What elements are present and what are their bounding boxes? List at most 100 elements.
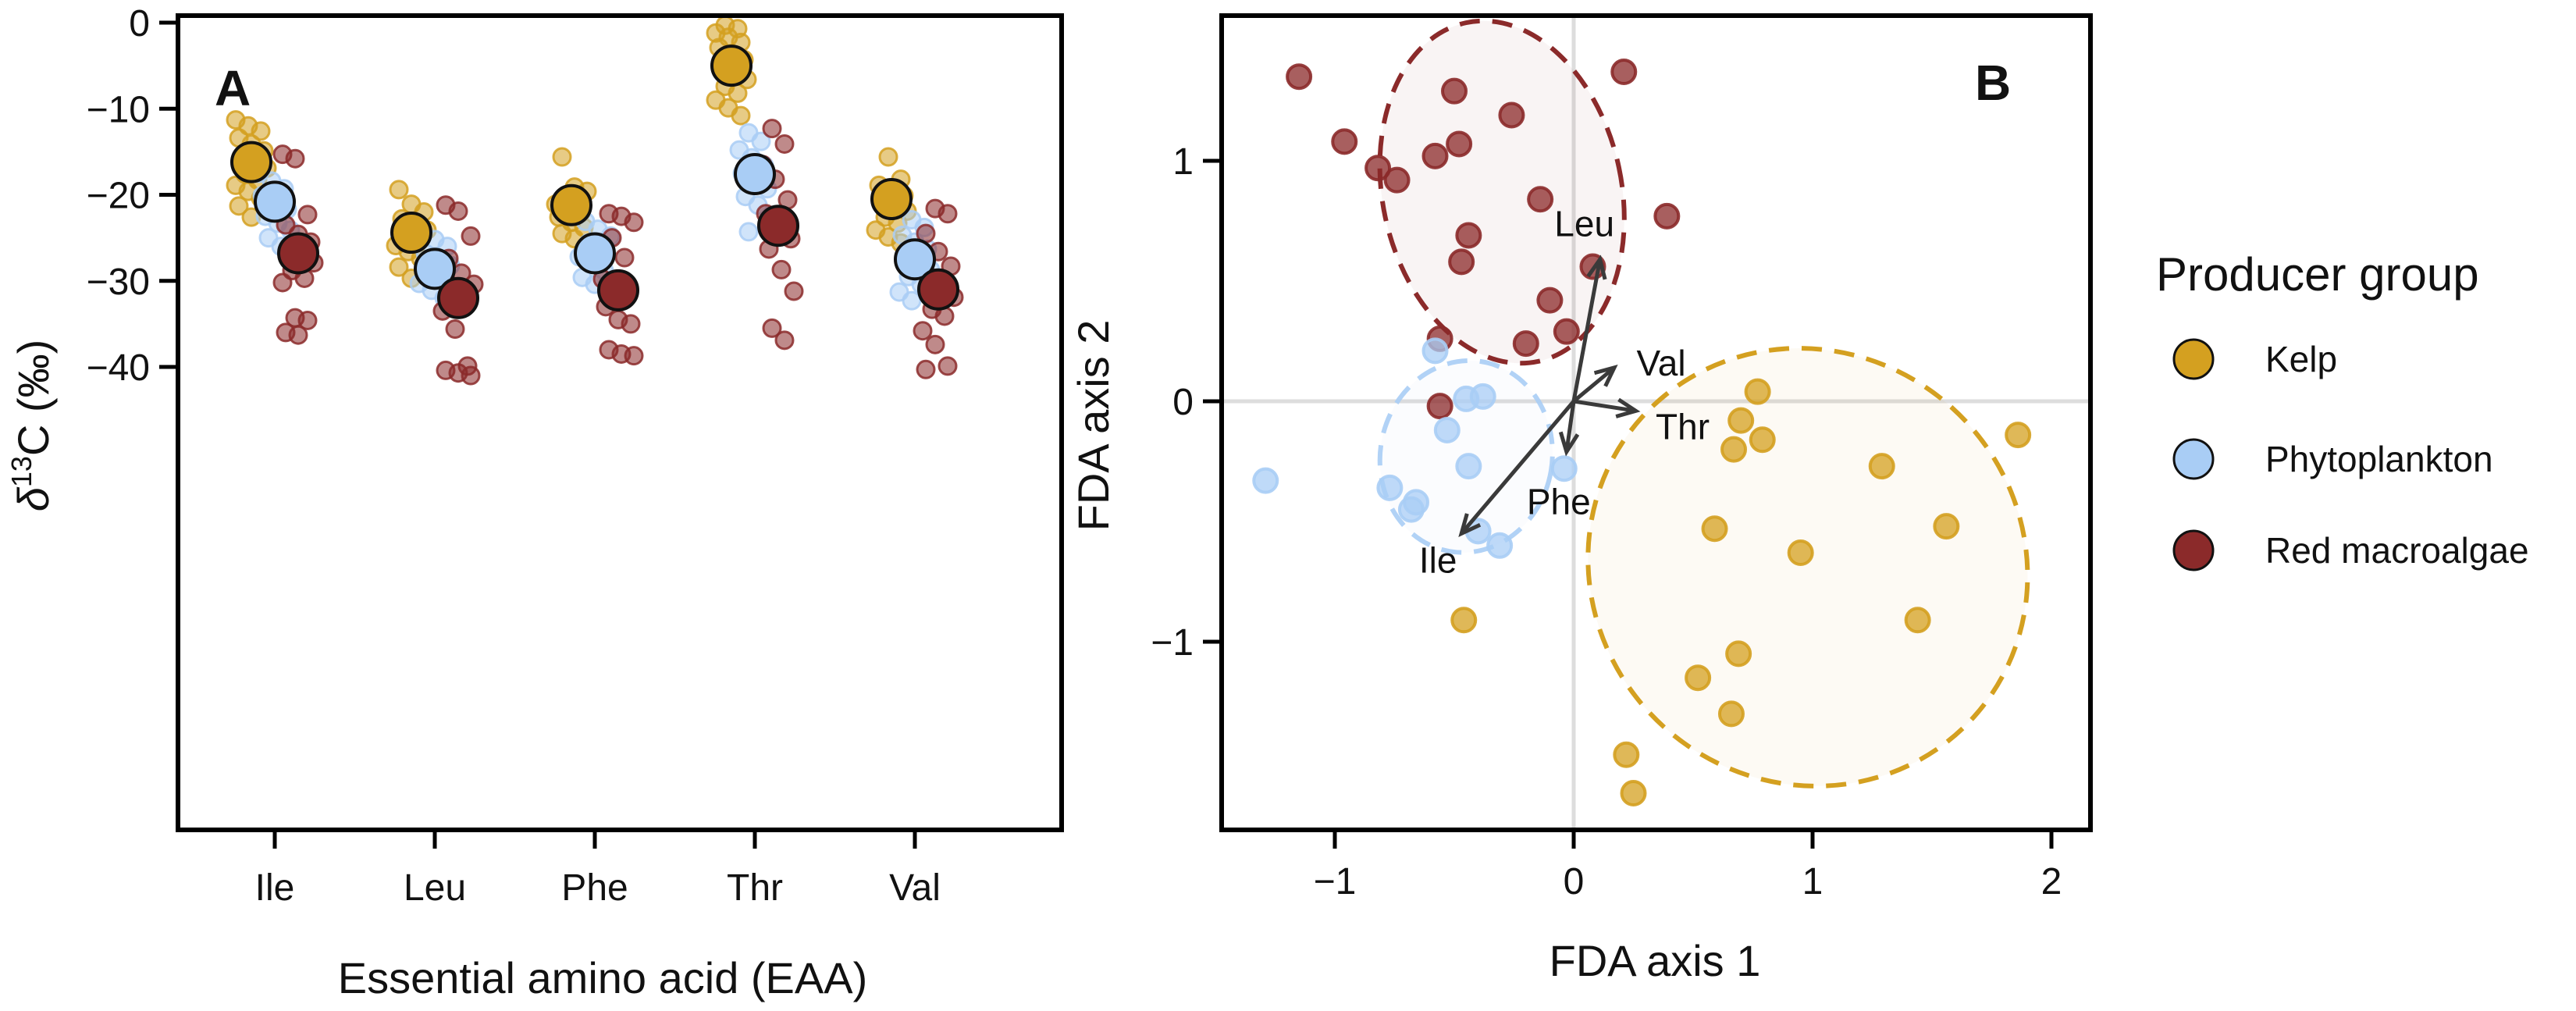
panel-a-point-kelp: [229, 196, 249, 216]
panel-a-point-red: [938, 204, 958, 224]
panel-b-point-kelp: [1620, 780, 1647, 807]
panel-a-mean-kelp: [870, 178, 913, 221]
panel-a-mean-phyto: [574, 232, 616, 275]
panel-b-point-phyto: [1252, 467, 1279, 494]
panel-b-point-phyto: [1421, 337, 1449, 365]
panel-a-point-red: [461, 365, 481, 386]
panel-b-point-phyto: [1455, 453, 1482, 480]
panel-a-point-red: [925, 334, 945, 354]
panel-b-points: [1252, 59, 2032, 807]
panel-b-arrowhead-ile: [1458, 513, 1482, 537]
panel-b-point-kelp: [1727, 407, 1755, 434]
panel-b-y-tick-label: 1: [1172, 141, 1194, 183]
panel-b-point-red: [1536, 287, 1564, 314]
panel-b-point-red: [1364, 155, 1392, 182]
legend-label-red-macroalgae: Red macroalgae: [2265, 530, 2529, 571]
panel-b-tag: B: [1975, 55, 2011, 111]
panel-b-point-phyto: [1486, 532, 1514, 559]
panel-a-x-tick-label: Leu: [404, 867, 466, 909]
panel-b-arrow-label-val: Val: [1636, 343, 1685, 383]
panel-a-point-kelp: [389, 180, 409, 200]
panel-a-mean-kelp: [230, 141, 272, 183]
panel-b-point-kelp: [1868, 453, 1895, 480]
panel-b-point-kelp: [1749, 426, 1776, 454]
panel-a-point-kelp: [878, 147, 898, 167]
panel-a-mean-kelp: [390, 212, 432, 255]
panel-a: 0 −10 −20 −30 −40 Ile Leu Phe Thr Val A Essentia…: [5, 3, 1064, 1002]
panel-a-means: [230, 44, 959, 319]
panel-a-point-red: [784, 281, 804, 301]
panel-a-mean-phyto: [254, 180, 296, 223]
panel-b-y-axis-title: FDA axis 2: [1069, 320, 1118, 532]
panel-a-point-red: [774, 330, 795, 351]
panel-b-point-kelp: [1613, 741, 1640, 768]
panel-a-point-red: [774, 133, 795, 154]
panel-b-point-red: [1610, 59, 1638, 86]
panel-a-x-tick-label: Ile: [255, 867, 295, 909]
panel-b-point-red: [1527, 186, 1554, 213]
panel-a-mean-red: [277, 232, 319, 275]
panel-b-point-kelp: [1744, 378, 1771, 405]
panel-a-x-tick-label: Thr: [727, 867, 783, 909]
panel-b-frame: [1219, 13, 2093, 832]
panel-b-arrowhead-phe: [1558, 431, 1580, 457]
panel-b-point-red: [1448, 248, 1475, 276]
panel-b-arrowhead-val: [1593, 365, 1618, 387]
panel-b-arrow-leu: [1571, 258, 1603, 402]
panel-a-point-red: [621, 314, 641, 334]
panel-b-arrow-label-ile: Ile: [1419, 539, 1457, 580]
panel-b-loading-arrows: Leu Val Thr Phe Ile: [1419, 203, 1710, 580]
panel-a-mean-red: [437, 276, 479, 319]
legend-label-kelp: Kelp: [2265, 339, 2337, 379]
panel-a-y-tick-label: −20: [87, 176, 150, 217]
panel-a-y-tick-label: −40: [87, 347, 150, 389]
legend-item-red-macroalgae: Red macroalgae: [2172, 529, 2529, 571]
panel-b-point-kelp: [1685, 664, 1712, 692]
panel-a-point-red: [624, 212, 644, 233]
legend-item-kelp: Kelp: [2172, 338, 2337, 380]
panel-b-point-red: [1653, 202, 1681, 230]
panel-b-point-kelp: [1701, 515, 1728, 543]
panel-b-point-kelp: [1717, 700, 1745, 728]
panel-a-point-red: [771, 259, 792, 279]
panel-a-y-axis-title: δ13C (‰): [5, 340, 58, 511]
panel-a-point-red: [445, 319, 465, 339]
panel-b-x-tick-label: 0: [1564, 861, 1585, 902]
panel-b-arrow-label-phe: Phe: [1527, 482, 1591, 522]
panel-a-point-red: [624, 346, 644, 366]
panel-a-point-phyto: [751, 131, 771, 151]
panel-a-point-red: [916, 359, 936, 379]
panel-a-x-tick-label: Val: [889, 867, 941, 909]
panel-b-point-red: [1455, 222, 1482, 249]
panel-a-mean-phyto: [894, 238, 936, 281]
panel-a-point-red: [272, 272, 293, 293]
panel-b-point-kelp: [1720, 436, 1748, 463]
panel-b-arrow-label-thr: Thr: [1656, 406, 1710, 447]
panel-a-x-axis-title: Essential amino acid (EAA): [338, 953, 868, 1002]
panel-a-point-red: [762, 119, 782, 139]
panel-b-arrow-thr: [1573, 399, 1636, 413]
panel-b-point-phyto: [1376, 474, 1404, 501]
panel-b-point-red: [1426, 393, 1453, 420]
panel-b-x-tick-label: 1: [1802, 861, 1823, 902]
panel-b-x-tick-label: 2: [2041, 861, 2062, 902]
panel-b-point-red: [1421, 142, 1449, 169]
panel-b-x-tick-label: −1: [1314, 861, 1357, 902]
panel-b-x-axis-title: FDA axis 1: [1550, 936, 1761, 985]
legend-swatch-kelp: [2172, 338, 2215, 380]
panel-a-point-kelp: [251, 121, 271, 141]
panel-a-point-phyto: [902, 290, 922, 311]
panel-a-mean-red: [757, 205, 799, 247]
panel-a-point-red: [762, 318, 782, 338]
panel-a-y-axis: 0 −10 −20 −30 −40: [87, 3, 178, 389]
panel-a-mean-phyto: [734, 153, 776, 196]
panel-a-point-red: [448, 201, 468, 221]
panel-a-point-red: [297, 205, 318, 225]
panel-b-point-red: [1331, 128, 1358, 155]
legend: Producer group Kelp Phytoplankton Red ma…: [2156, 248, 2529, 571]
panel-a-point-red: [461, 226, 481, 246]
panel-a-y-tick-label: 0: [129, 3, 150, 44]
panel-a-y-tick-label: −10: [87, 89, 150, 130]
panel-b-point-red: [1498, 101, 1525, 129]
panel-b-point-red: [1446, 130, 1473, 158]
